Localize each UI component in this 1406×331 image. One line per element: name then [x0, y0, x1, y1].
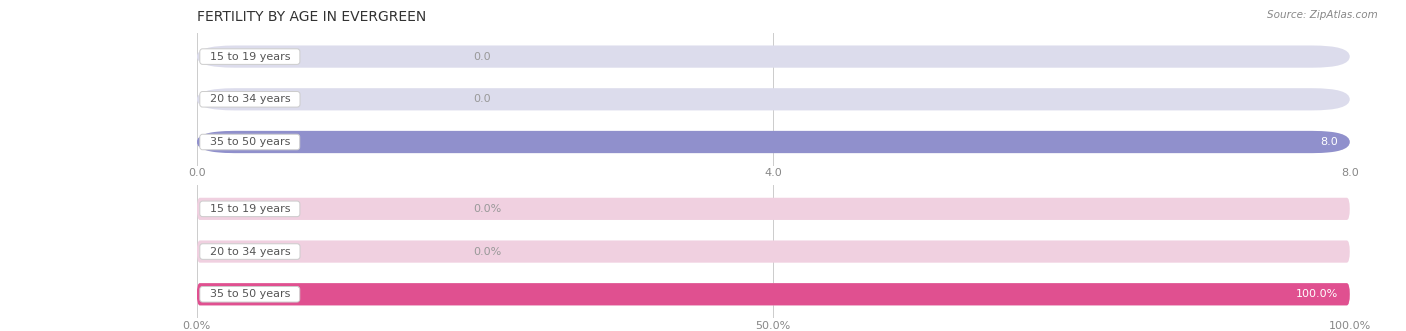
FancyBboxPatch shape — [197, 45, 1350, 68]
Text: 0.0: 0.0 — [474, 52, 491, 62]
Text: 35 to 50 years: 35 to 50 years — [202, 137, 297, 147]
Text: 8.0: 8.0 — [1320, 137, 1339, 147]
FancyBboxPatch shape — [197, 131, 1350, 153]
Text: 35 to 50 years: 35 to 50 years — [202, 289, 297, 299]
Text: 20 to 34 years: 20 to 34 years — [202, 247, 297, 257]
Text: 100.0%: 100.0% — [1296, 289, 1339, 299]
FancyBboxPatch shape — [197, 131, 1350, 153]
Text: 0.0%: 0.0% — [474, 247, 502, 257]
Text: 0.0%: 0.0% — [474, 204, 502, 214]
FancyBboxPatch shape — [197, 88, 1350, 111]
FancyBboxPatch shape — [197, 283, 1350, 306]
FancyBboxPatch shape — [197, 283, 1350, 306]
Text: Source: ZipAtlas.com: Source: ZipAtlas.com — [1267, 10, 1378, 20]
Text: 0.0: 0.0 — [474, 94, 491, 104]
FancyBboxPatch shape — [197, 240, 1350, 263]
Text: FERTILITY BY AGE IN EVERGREEN: FERTILITY BY AGE IN EVERGREEN — [197, 10, 426, 24]
Text: 15 to 19 years: 15 to 19 years — [202, 204, 297, 214]
Text: 20 to 34 years: 20 to 34 years — [202, 94, 297, 104]
FancyBboxPatch shape — [197, 198, 1350, 220]
Text: 15 to 19 years: 15 to 19 years — [202, 52, 297, 62]
